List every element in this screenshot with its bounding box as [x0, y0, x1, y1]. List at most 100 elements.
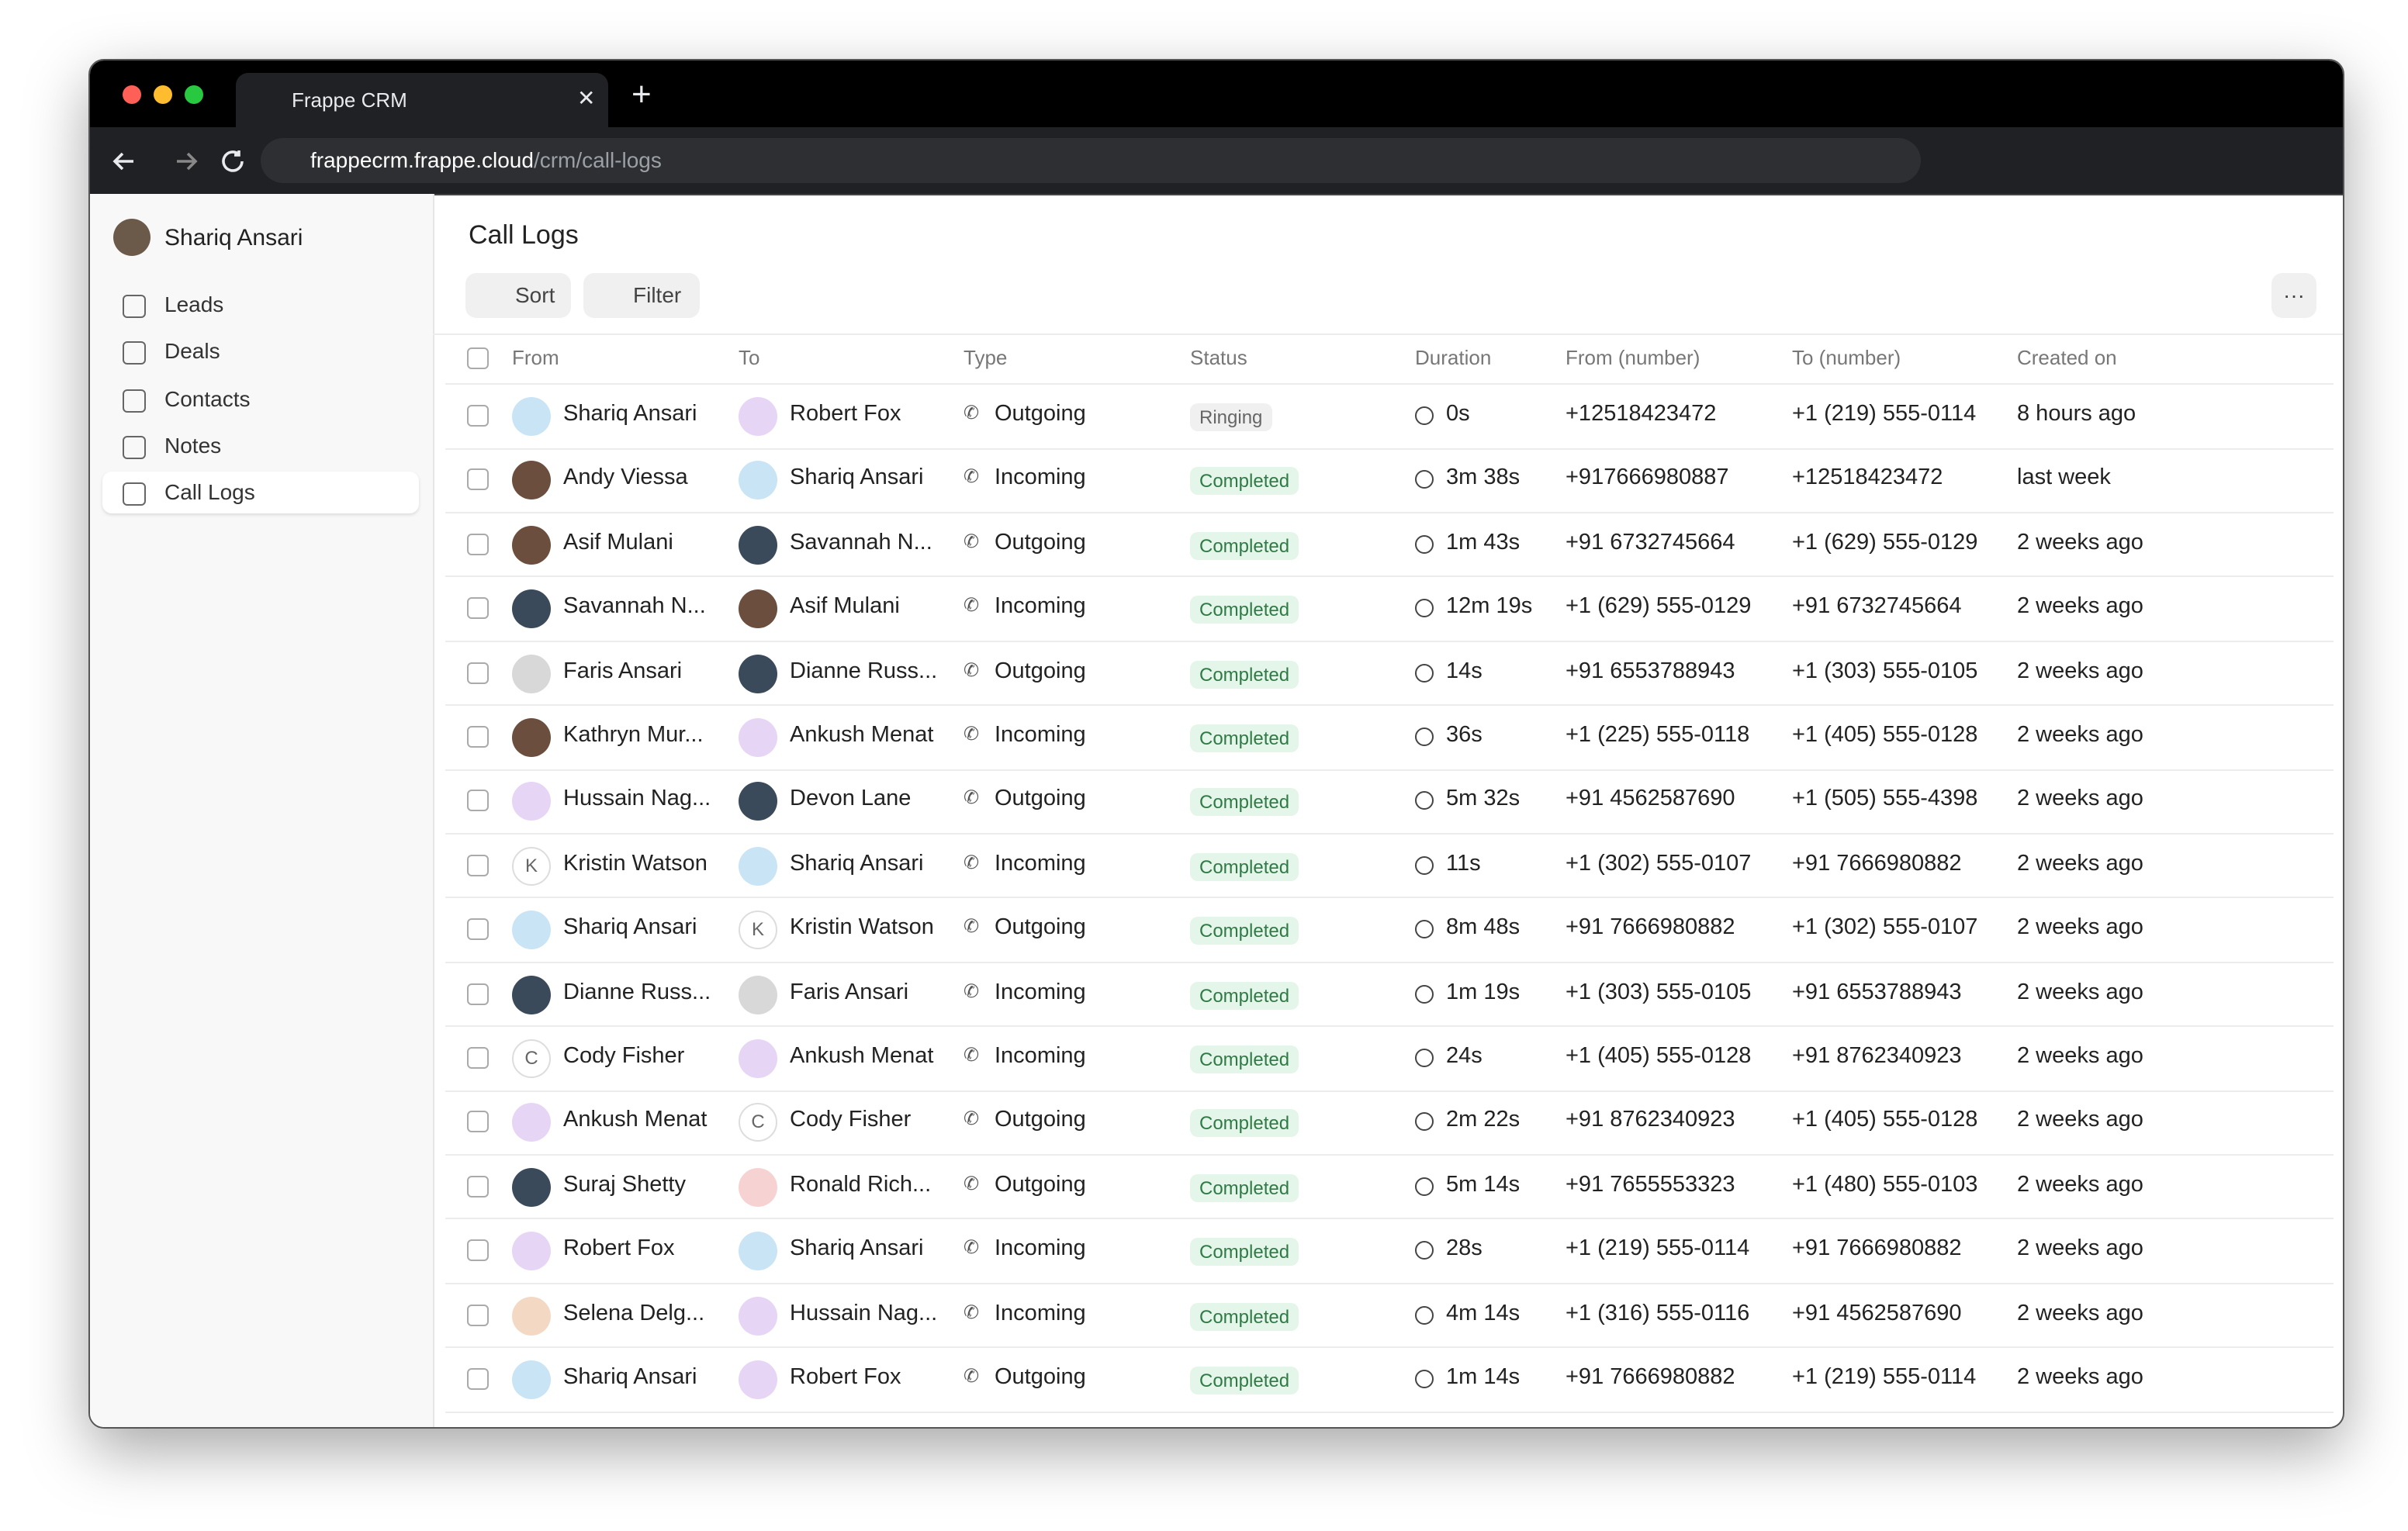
avatar: C	[512, 1039, 551, 1078]
row-line	[445, 511, 2334, 513]
column-header[interactable]: Type	[964, 346, 1008, 369]
type-icon: ✆	[964, 851, 980, 873]
column-header[interactable]: From	[512, 346, 559, 369]
row-checkbox[interactable]	[467, 726, 489, 748]
row-checkbox[interactable]	[467, 1368, 489, 1390]
nav-label: Leads	[164, 292, 224, 316]
row-checkbox[interactable]	[467, 1111, 489, 1133]
created-on: 2 weeks ago	[2017, 1108, 2143, 1133]
tab-close[interactable]: ✕	[577, 85, 596, 110]
row-checkbox[interactable]	[467, 662, 489, 684]
created-on: 2 weeks ago	[2017, 530, 2143, 555]
type-icon: ✆	[964, 402, 980, 423]
avatar	[739, 718, 777, 757]
filter-button[interactable]: Filter	[583, 273, 700, 318]
nav-icon	[123, 295, 146, 318]
new-tab[interactable]: +	[631, 74, 652, 113]
sidebar: Shariq Ansari Leads Deals Contacts Notes Cal…	[90, 194, 434, 1427]
row-checkbox[interactable]	[467, 1239, 489, 1262]
created-on: 2 weeks ago	[2017, 1301, 2143, 1326]
from-name: Suraj Shetty	[563, 1172, 686, 1197]
row-checkbox[interactable]	[467, 918, 489, 941]
header-checkbox[interactable]	[467, 347, 489, 369]
from-name: Kathryn Mur...	[563, 723, 704, 748]
nav-icon	[123, 389, 146, 413]
row-line	[445, 1282, 2334, 1284]
row-line	[445, 832, 2334, 835]
type-icon: ✆	[964, 723, 980, 745]
created-on: 2 weeks ago	[2017, 851, 2143, 876]
created-on: 2 weeks ago	[2017, 915, 2143, 941]
tab[interactable]: Frappe CRM ✕	[236, 73, 608, 127]
row-line	[445, 1411, 2334, 1412]
avatar	[512, 1296, 551, 1336]
status-badge: Completed	[1190, 596, 1299, 624]
avatar	[739, 589, 777, 629]
to-name: Dianne Russ...	[790, 658, 938, 684]
row-checkbox[interactable]	[467, 468, 489, 491]
type-icon: ✆	[964, 1108, 980, 1130]
row-checkbox[interactable]	[467, 854, 489, 876]
row-checkbox[interactable]	[467, 405, 489, 427]
row-checkbox[interactable]	[467, 1175, 489, 1197]
status-badge: Completed	[1190, 1302, 1299, 1331]
min-dot[interactable]	[154, 85, 172, 104]
nav-item[interactable]: Contacts	[102, 378, 419, 420]
to-name: Devon Lane	[790, 786, 912, 812]
from-number: +91 8762340923	[1566, 1108, 1735, 1133]
type-icon: ✆	[964, 1236, 980, 1259]
from-number: +1 (225) 555-0118	[1566, 723, 1750, 748]
to-number: +12518423472	[1792, 465, 1943, 491]
column-header[interactable]: To (number)	[1792, 346, 1901, 369]
row-checkbox[interactable]	[467, 533, 489, 555]
clock-icon	[1415, 855, 1434, 875]
from-name: Andy Viessa	[563, 465, 688, 491]
user-name[interactable]: Shariq Ansari	[164, 225, 303, 251]
type-icon: ✆	[964, 915, 980, 938]
nav-item[interactable]: Notes	[102, 425, 419, 467]
from-name: Cody Fisher	[563, 1044, 685, 1069]
column-header[interactable]: To	[739, 346, 760, 369]
row-checkbox[interactable]	[467, 790, 489, 812]
row-line	[445, 769, 2334, 770]
nav-item[interactable]: Deals	[102, 331, 419, 373]
type: Outgoing	[995, 915, 1086, 941]
avatar	[512, 525, 551, 565]
type: Outgoing	[995, 530, 1086, 555]
row-line	[445, 1025, 2334, 1028]
from-name: Asif Mulani	[563, 530, 673, 555]
column-header[interactable]: Duration	[1415, 346, 1492, 369]
clock-icon	[1415, 791, 1434, 810]
column-header[interactable]: From (number)	[1566, 346, 1700, 369]
column-header[interactable]: Created on	[2017, 346, 2117, 369]
row-checkbox[interactable]	[467, 1304, 489, 1326]
nav-icons[interactable]	[112, 146, 245, 177]
row-checkbox[interactable]	[467, 983, 489, 1005]
sort-button[interactable]: Sort	[465, 273, 571, 318]
row-checkbox[interactable]	[467, 1047, 489, 1069]
type: Incoming	[995, 1301, 1086, 1326]
max-dot[interactable]	[185, 85, 203, 104]
nav-item[interactable]: Call Logs	[102, 472, 419, 514]
duration: 8m 48s	[1446, 915, 1521, 941]
column-header[interactable]: Status	[1190, 346, 1247, 369]
row-line	[445, 704, 2334, 707]
type-icon: ✆	[964, 1172, 980, 1194]
avatar	[512, 975, 551, 1014]
avatar	[512, 718, 551, 757]
to-number: +91 7666980882	[1792, 1236, 1962, 1262]
nav-item[interactable]: Leads	[102, 284, 419, 326]
clock-icon	[1415, 534, 1434, 554]
status-badge: Ringing	[1190, 403, 1272, 431]
clock-icon	[1415, 1112, 1434, 1132]
avatar	[739, 654, 777, 693]
close-dot[interactable]	[123, 85, 141, 104]
row-checkbox[interactable]	[467, 597, 489, 620]
from-name: Ankush Menat	[563, 1108, 708, 1133]
duration: 5m 14s	[1446, 1172, 1521, 1197]
url-field[interactable]: frappecrm.frappe.cloud/crm/call-logs	[261, 138, 1921, 183]
avatar	[739, 1232, 777, 1271]
status-badge: Completed	[1190, 1367, 1299, 1394]
from-name: Kristin Watson	[563, 851, 708, 876]
more-button[interactable]: ···	[2271, 273, 2316, 318]
